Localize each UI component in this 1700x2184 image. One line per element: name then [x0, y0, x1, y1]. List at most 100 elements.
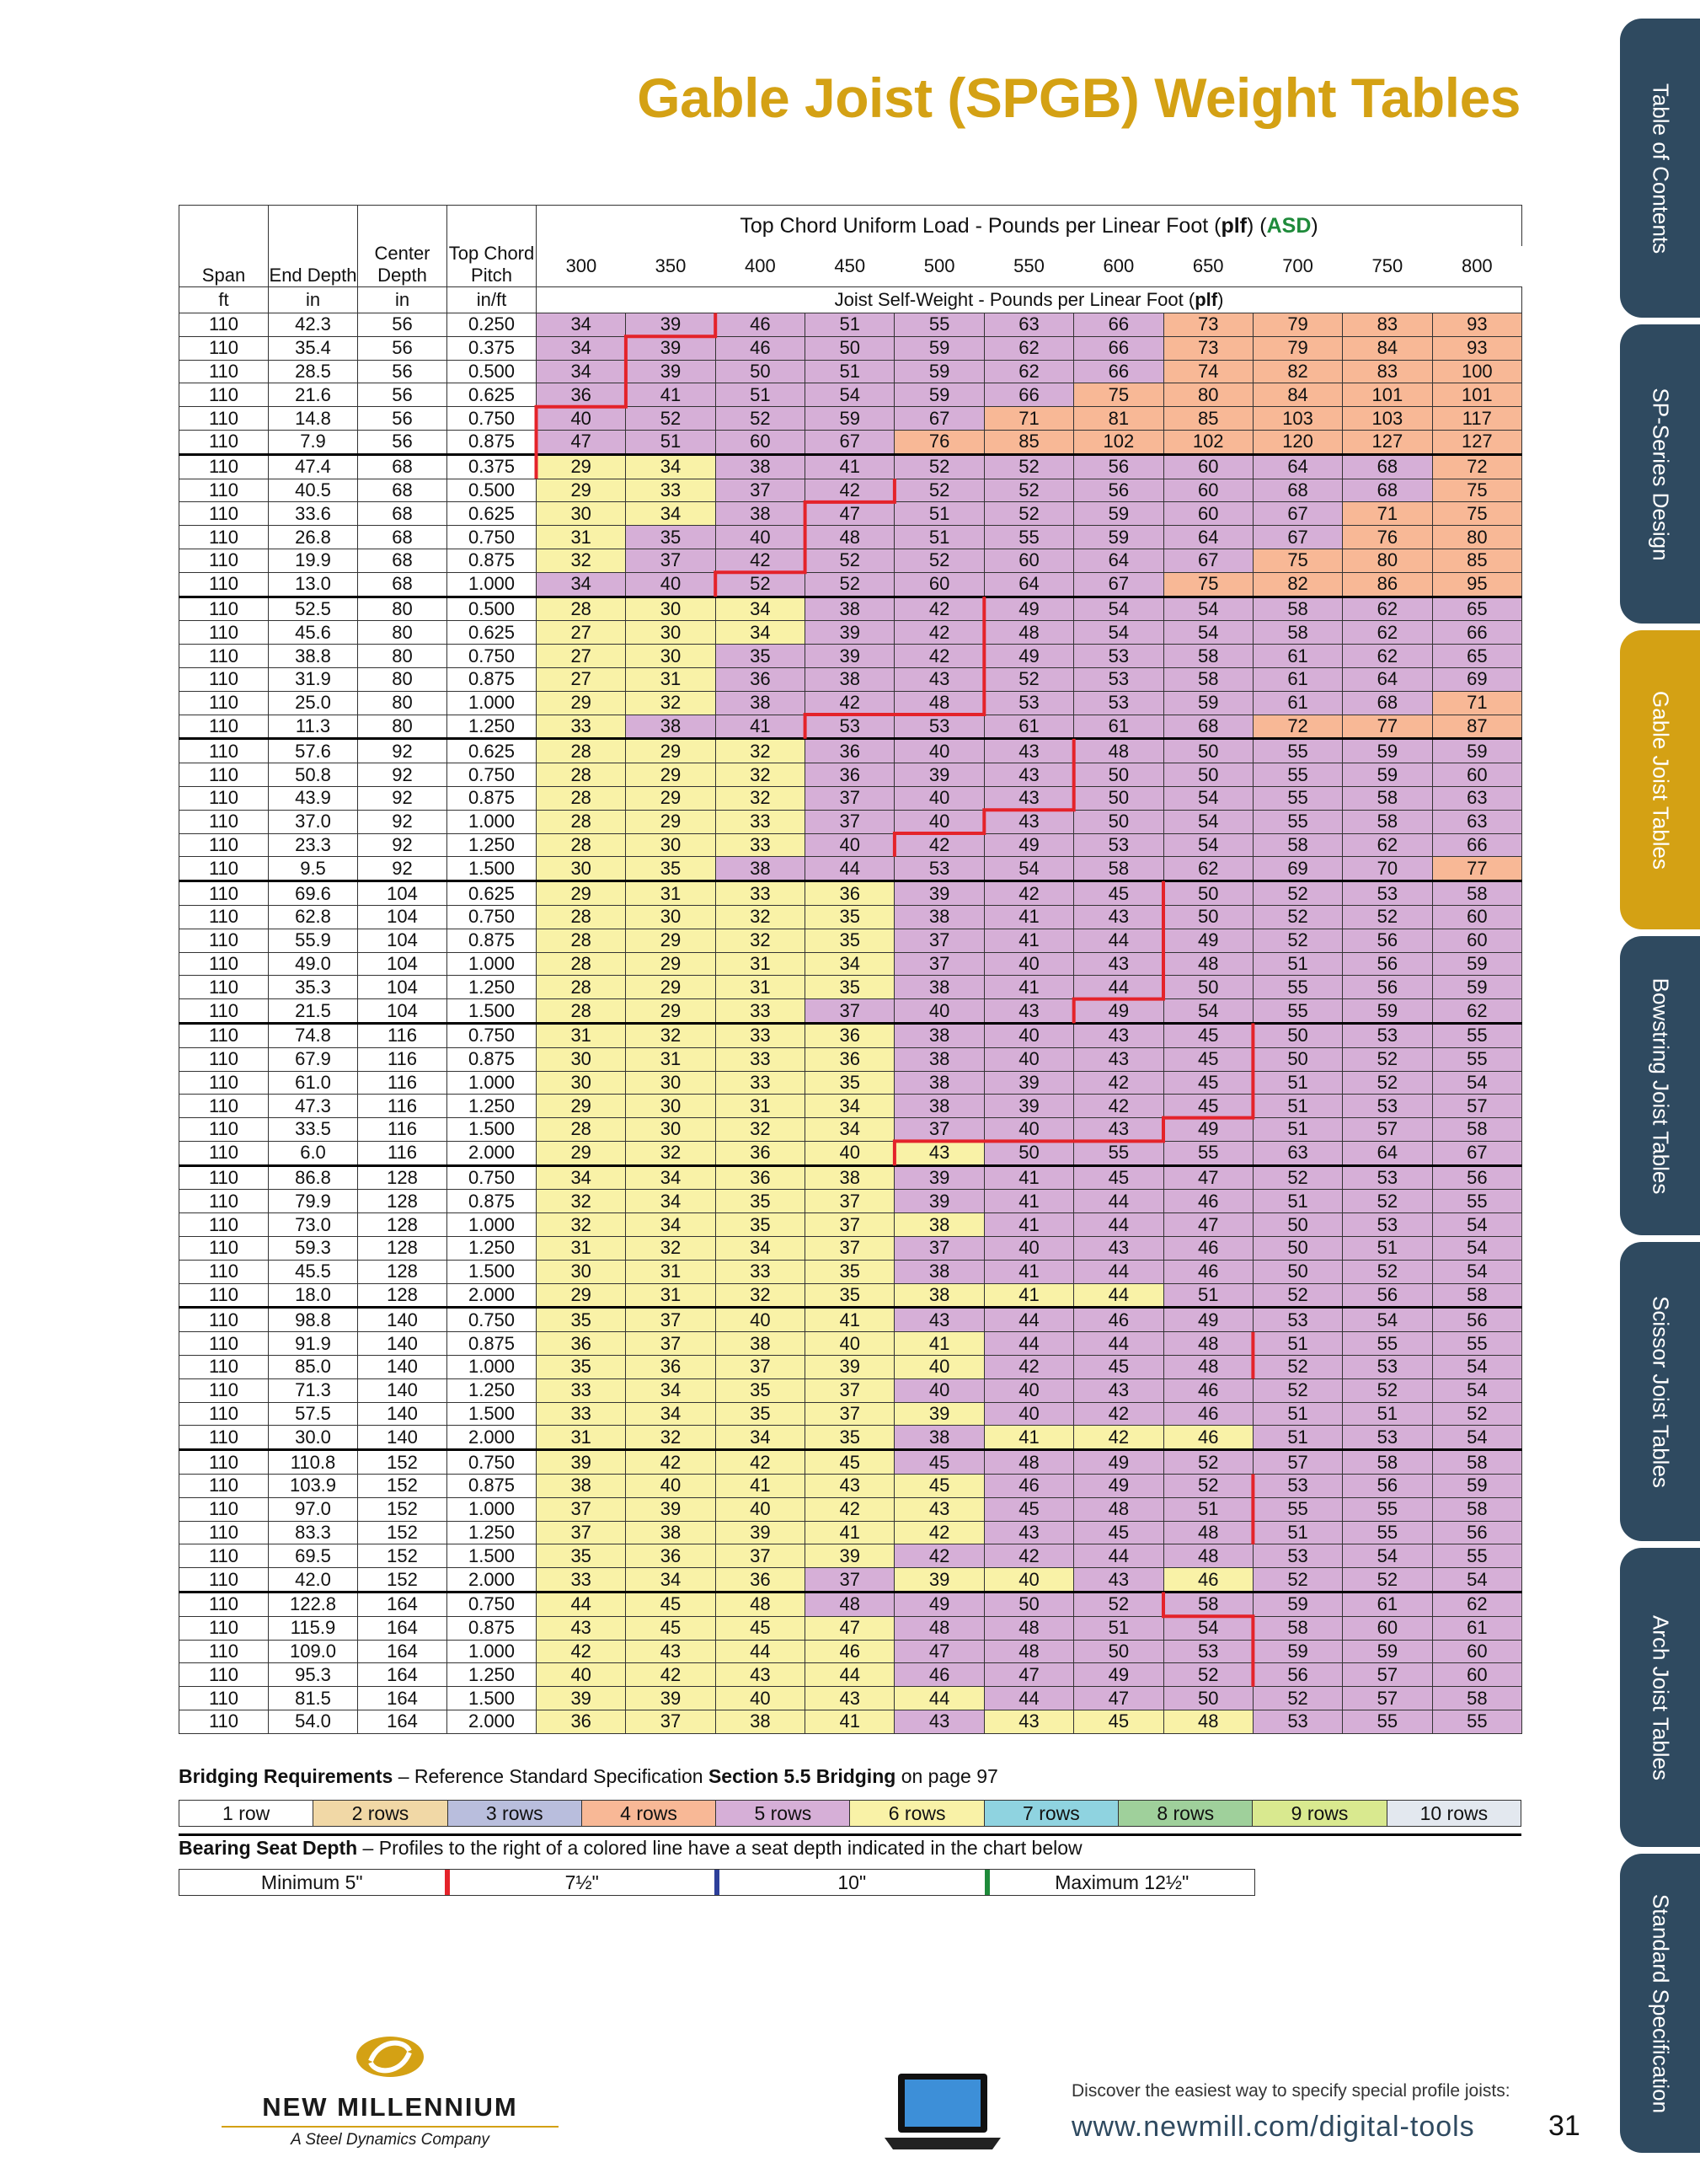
weight-cell: 61 — [983, 714, 1075, 740]
pitch-cell: 0.375 — [446, 452, 537, 479]
weight-cell: 102 — [1073, 429, 1164, 455]
weight-cell: 63 — [1431, 809, 1523, 834]
end-cell: 37.0 — [268, 809, 358, 834]
weight-cell: 40 — [894, 785, 985, 811]
weight-cell: 41 — [805, 452, 895, 479]
center-cell: 56 — [357, 335, 447, 361]
weight-cell: 37 — [805, 1212, 895, 1238]
weight-cell: 55 — [1252, 998, 1344, 1024]
table-row: 110 45.6 80 0.625 27 30 34 39 42 48 54 54 58 62 66 — [179, 620, 1523, 645]
load-header: 500 — [894, 246, 985, 287]
weight-cell: 84 — [1342, 335, 1433, 361]
tab-arch-joist-tables[interactable]: Arch Joist Tables — [1620, 1548, 1700, 1847]
table-row: 110 6.0 116 2.000 29 32 36 40 43 50 55 55 63 64 67 — [179, 1140, 1523, 1166]
center-cell: 68 — [357, 478, 447, 503]
weight-cell: 52 — [1342, 1378, 1433, 1403]
weight-cell: 28 — [535, 928, 627, 953]
weight-cell: 42 — [805, 478, 895, 503]
weight-cell: 68 — [1163, 714, 1254, 740]
weight-cell: 60 — [1431, 1639, 1523, 1664]
span-cell: 110 — [179, 1615, 269, 1641]
bridging-legend: 1 row 2 rows 3 rows 4 rows 5 rows 6 rows 7 row… — [178, 1800, 1522, 1827]
weight-cell: 54 — [1431, 1425, 1523, 1451]
weight-cell: 86 — [1342, 571, 1433, 597]
weight-cell: 28 — [535, 975, 627, 1000]
weight-cell: 43 — [983, 737, 1075, 764]
weight-cell: 50 — [1073, 785, 1164, 811]
weight-cell: 44 — [983, 1306, 1075, 1333]
weight-cell: 33 — [714, 809, 806, 834]
weight-cell: 38 — [625, 714, 716, 740]
weight-cell: 29 — [625, 809, 716, 834]
center-cell: 140 — [357, 1306, 447, 1333]
weight-cell: 56 — [1342, 1282, 1433, 1309]
weight-cell: 38 — [535, 1474, 627, 1498]
weight-cell: 31 — [625, 1259, 716, 1284]
span-cell: 110 — [179, 1094, 269, 1119]
tab-sp-series-design[interactable]: SP-Series Design — [1620, 324, 1700, 624]
table-row: 110 31.9 80 0.875 27 31 36 38 43 52 53 58 61 64 69 — [179, 666, 1523, 692]
weight-cell: 39 — [535, 1448, 627, 1475]
weight-cell: 58 — [1431, 1448, 1523, 1475]
center-cell: 68 — [357, 548, 447, 573]
span-cell: 110 — [179, 1189, 269, 1214]
weight-cell: 84 — [1252, 383, 1344, 408]
weight-cell: 55 — [1431, 1046, 1523, 1072]
weight-cell: 79 — [1252, 313, 1344, 337]
weight-cell: 34 — [625, 1212, 716, 1238]
center-cell: 116 — [357, 1070, 447, 1095]
tab-table-of-contents[interactable]: Table of Contents — [1620, 19, 1700, 318]
weight-cell: 42 — [625, 1448, 716, 1475]
weight-cell: 80 — [1342, 548, 1433, 573]
weight-cell: 50 — [983, 1140, 1075, 1166]
weight-cell: 43 — [983, 785, 1075, 811]
digital-tools-link[interactable]: www.newmill.com/digital-tools — [1072, 2111, 1475, 2143]
end-cell: 62.8 — [268, 904, 358, 929]
end-cell: 52.5 — [268, 595, 358, 622]
weight-cell: 53 — [983, 690, 1075, 715]
weight-cell: 42 — [1073, 1094, 1164, 1119]
weight-cell: 42 — [983, 1544, 1075, 1569]
weight-cell: 37 — [805, 1378, 895, 1403]
weight-cell: 29 — [535, 1094, 627, 1119]
weight-cell: 42 — [983, 1355, 1075, 1379]
span-cell: 110 — [179, 690, 269, 715]
weight-cell: 60 — [1163, 478, 1254, 503]
weight-cell: 46 — [1163, 1189, 1254, 1214]
weight-cell: 29 — [535, 690, 627, 715]
weight-cell: 59 — [1342, 998, 1433, 1024]
weight-cell: 35 — [625, 525, 716, 549]
weight-cell: 55 — [1163, 1140, 1254, 1166]
tab-gable-joist-tables[interactable]: Gable Joist Tables — [1620, 630, 1700, 929]
weight-cell: 31 — [714, 1094, 806, 1119]
weight-cell: 40 — [983, 951, 1075, 977]
weight-cell: 56 — [1342, 951, 1433, 977]
tab-standard-specification[interactable]: Standard Specification — [1620, 1854, 1700, 2153]
weight-cell: 42 — [894, 1520, 985, 1545]
tab-bowstring-joist-tables[interactable]: Bowstring Joist Tables — [1620, 936, 1700, 1235]
span-header: Span — [179, 205, 269, 287]
weight-cell: 67 — [1252, 501, 1344, 527]
pitch-cell: 1.500 — [446, 998, 537, 1024]
tab-scissor-joist-tables[interactable]: Scissor Joist Tables — [1620, 1242, 1700, 1541]
weight-cell: 59 — [894, 335, 985, 361]
table-row: 110 28.5 56 0.500 34 39 50 51 59 62 66 74 82 83 100 — [179, 359, 1523, 384]
weight-cell: 85 — [1431, 548, 1523, 573]
weight-cell: 60 — [1431, 928, 1523, 953]
weight-cell: 80 — [1431, 525, 1523, 549]
weight-cell: 53 — [1252, 1710, 1344, 1734]
weight-cell: 52 — [1073, 1591, 1164, 1617]
table-row: 110 43.9 92 0.875 28 29 32 37 40 43 50 54 55 58 63 — [179, 785, 1523, 811]
weight-cell: 53 — [1342, 1425, 1433, 1451]
weight-cell: 64 — [1163, 525, 1254, 549]
span-cell: 110 — [179, 856, 269, 882]
weight-cell: 59 — [1342, 763, 1433, 787]
weight-cell: 38 — [894, 904, 985, 929]
end-cell: 91.9 — [268, 1331, 358, 1357]
load-header: 600 — [1073, 246, 1164, 287]
weight-cell: 37 — [805, 1236, 895, 1261]
weight-cell: 51 — [1342, 1401, 1433, 1427]
center-cell: 164 — [357, 1591, 447, 1617]
weight-cell: 43 — [1073, 904, 1164, 929]
center-cell: 116 — [357, 1094, 447, 1119]
